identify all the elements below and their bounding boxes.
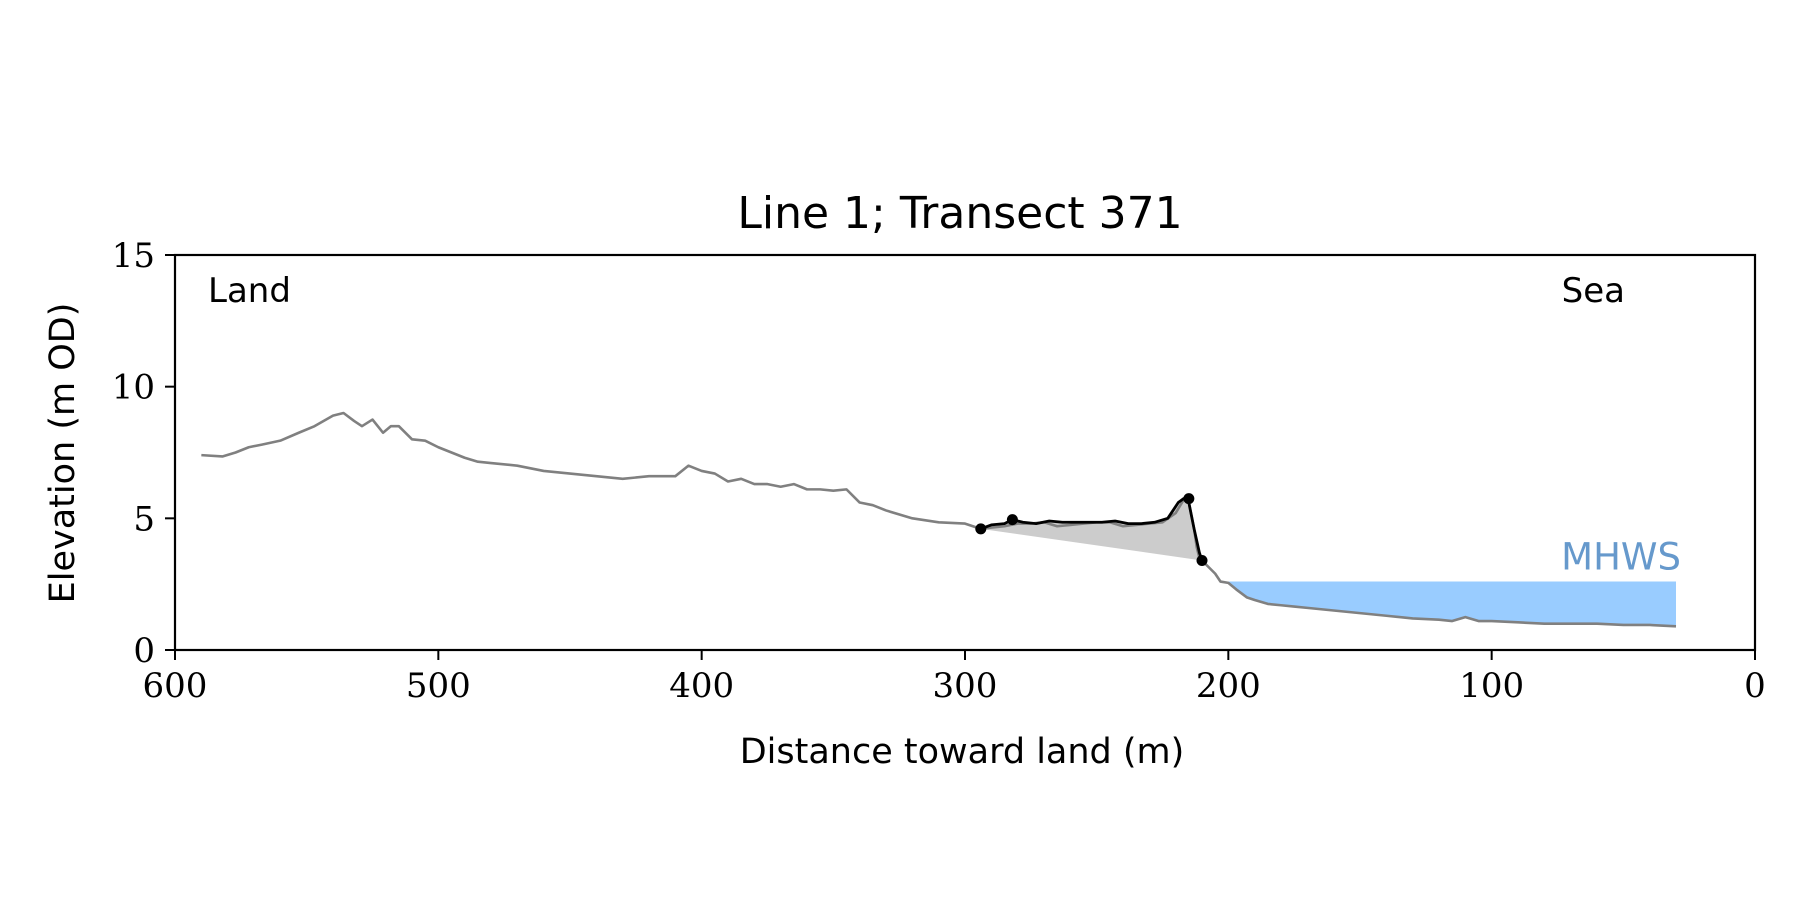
y-axis: 0 5 10 15: [112, 236, 175, 671]
x-tick-label: 100: [1459, 666, 1524, 706]
x-tick-label: 0: [1744, 666, 1766, 706]
x-tick-label: 500: [406, 666, 471, 706]
x-tick-label: 200: [1196, 666, 1261, 706]
y-tick-label: 5: [133, 499, 155, 539]
mhws-water-area: [1228, 581, 1676, 627]
x-tick-label: 600: [143, 666, 208, 706]
y-tick-label: 10: [112, 368, 155, 408]
x-axis: 600 500 400 300 200 100 0: [143, 650, 1766, 706]
dune-marker: [975, 523, 987, 535]
mhws-label: MHWS: [1561, 536, 1681, 579]
dune-marker: [1196, 554, 1208, 566]
dune-volume-area: [980, 498, 1202, 561]
dune-marker: [1183, 493, 1195, 505]
x-tick-label: 400: [669, 666, 734, 706]
y-tick-label: 0: [133, 631, 155, 671]
y-tick-label: 15: [112, 236, 155, 276]
profile-line: [201, 411, 1677, 628]
chart-title: Line 1; Transect 371: [737, 188, 1182, 239]
x-tick-label: 300: [933, 666, 998, 706]
sea-label: Sea: [1562, 271, 1625, 311]
land-label: Land: [208, 271, 291, 311]
y-axis-label: Elevation (m OD): [43, 303, 83, 604]
x-axis-label: Distance toward land (m): [740, 732, 1185, 772]
plot-area: MHWS: [201, 411, 1681, 628]
dune-marker: [1006, 514, 1018, 526]
